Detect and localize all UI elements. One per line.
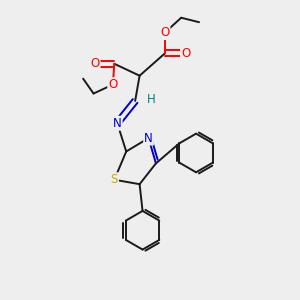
- Text: O: O: [90, 57, 100, 70]
- Text: O: O: [181, 47, 190, 60]
- Text: O: O: [160, 26, 170, 39]
- Text: N: N: [144, 132, 153, 145]
- Text: H: H: [147, 93, 156, 106]
- Text: N: N: [113, 117, 122, 130]
- Text: S: S: [111, 173, 118, 186]
- Text: O: O: [108, 78, 118, 91]
